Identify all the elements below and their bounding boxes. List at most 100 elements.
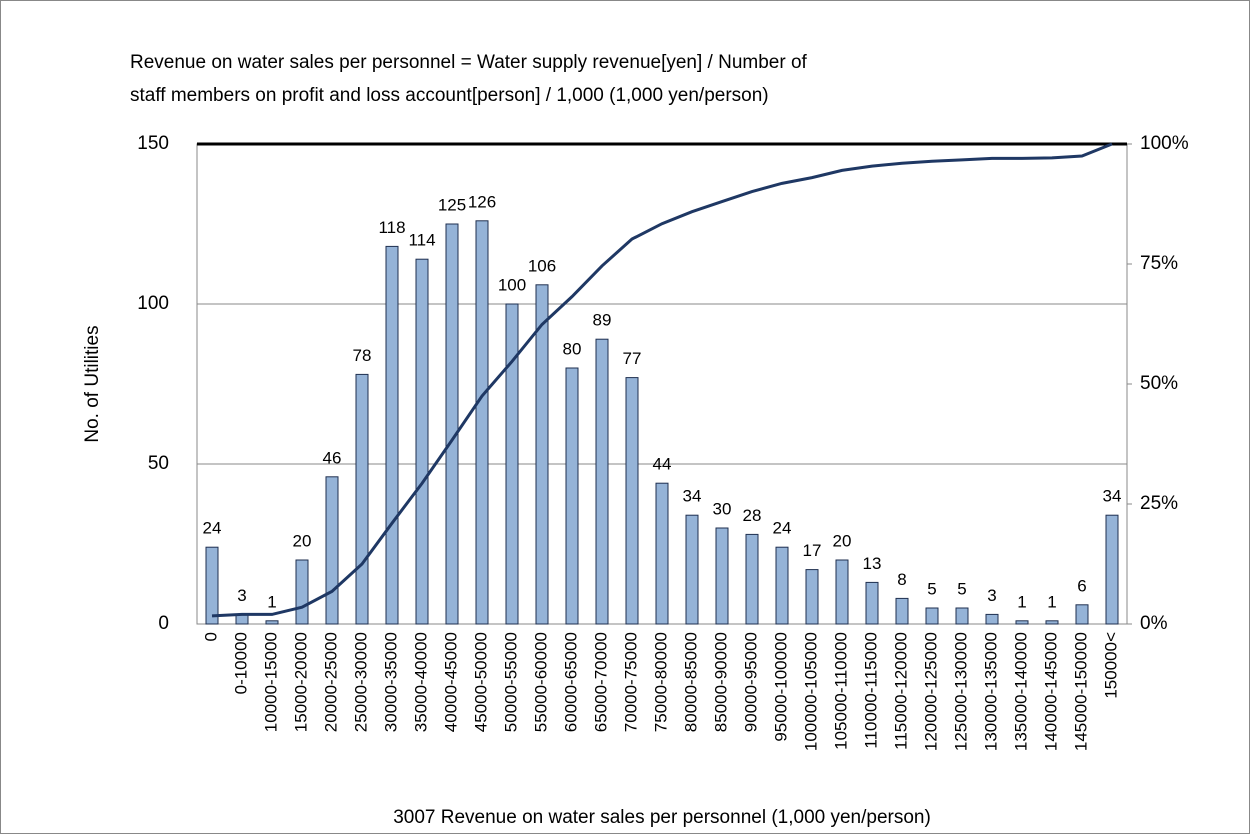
y-tick-label: 0 <box>158 613 169 634</box>
bar <box>295 559 309 625</box>
bar <box>805 569 819 625</box>
x-tick-label: 70000-75000 <box>621 632 640 732</box>
y2-tick-label: 25% <box>1140 493 1178 514</box>
x-tick-label: 60000-65000 <box>561 632 580 732</box>
data-label: 34 <box>683 487 702 506</box>
bar <box>1105 514 1119 625</box>
data-label: 46 <box>323 448 342 467</box>
data-label: 6 <box>1077 576 1086 595</box>
data-label: 13 <box>863 554 882 573</box>
bar <box>685 514 699 625</box>
x-tick-label: 20000-25000 <box>321 632 340 732</box>
bar <box>505 303 519 625</box>
data-label: 106 <box>528 256 556 275</box>
data-label: 125 <box>438 195 466 214</box>
cumulative-line <box>211 142 1113 618</box>
data-label: 5 <box>957 579 966 598</box>
x-tick-label: 0-10000 <box>231 632 250 694</box>
data-label: 1 <box>267 592 276 611</box>
bar <box>535 284 549 625</box>
data-label: 118 <box>378 218 405 237</box>
bar <box>715 527 729 625</box>
bar <box>265 620 279 625</box>
chart-title: staff members on profit and loss account… <box>130 85 769 106</box>
bar <box>445 223 459 625</box>
bar <box>835 559 849 625</box>
x-tick-label: 65000-70000 <box>591 632 610 732</box>
y-tick-label: 100 <box>137 293 169 314</box>
data-label: 126 <box>468 192 496 211</box>
x-tick-label: 55000-60000 <box>531 632 550 732</box>
data-label: 78 <box>353 346 372 365</box>
x-tick-label: 30000-35000 <box>381 632 400 732</box>
x-tick-label: 50000-55000 <box>501 632 520 732</box>
x-tick-label: 120000-125000 <box>921 632 940 751</box>
x-tick-label: 135000-140000 <box>1011 632 1030 751</box>
data-label: 1 <box>1047 592 1056 611</box>
x-tick-label: 85000-90000 <box>711 632 730 732</box>
x-tick-label: 80000-85000 <box>681 632 700 732</box>
data-label: 34 <box>1103 487 1122 506</box>
bar <box>955 607 969 625</box>
data-label: 17 <box>803 541 822 560</box>
y2-tick-label: 100% <box>1140 133 1189 154</box>
bar <box>1045 620 1059 625</box>
y-tick-label: 50 <box>148 453 169 474</box>
y2-tick-label: 50% <box>1140 373 1178 394</box>
data-label: 77 <box>623 349 642 368</box>
bar <box>1015 620 1029 625</box>
chart-title: Revenue on water sales per personnel = W… <box>130 52 808 73</box>
x-tick-label: 145000-150000 <box>1071 632 1090 751</box>
data-label: 80 <box>563 339 582 358</box>
data-label: 30 <box>713 499 732 518</box>
data-label: 44 <box>653 455 672 474</box>
x-tick-label: 150000< <box>1101 632 1120 699</box>
bar <box>625 377 639 625</box>
x-tick-label: 110000-115000 <box>861 632 880 749</box>
x-tick-label: 105000-110000 <box>831 632 850 750</box>
data-label: 20 <box>293 531 312 550</box>
x-tick-label: 90000-95000 <box>741 632 760 732</box>
x-tick-label: 130000-135000 <box>981 632 1000 751</box>
x-axis-label: 3007 Revenue on water sales per personne… <box>393 807 931 828</box>
bar <box>985 613 999 625</box>
data-label: 114 <box>408 231 435 250</box>
x-tick-label: 0 <box>201 632 220 641</box>
data-label: 24 <box>203 519 222 538</box>
x-tick-label: 115000-120000 <box>891 632 910 750</box>
bar <box>355 373 369 625</box>
data-label: 3 <box>987 586 996 605</box>
x-tick-label: 15000-20000 <box>291 632 310 732</box>
x-tick-label: 125000-130000 <box>951 632 970 751</box>
bar <box>925 607 939 625</box>
y2-tick-label: 0% <box>1140 613 1168 634</box>
x-tick-label: 45000-50000 <box>471 632 490 732</box>
data-label: 1 <box>1017 592 1026 611</box>
data-label: 28 <box>743 506 762 525</box>
x-tick-label: 10000-15000 <box>261 632 280 732</box>
x-tick-label: 140000-145000 <box>1041 632 1060 751</box>
bar <box>1075 604 1089 625</box>
bar <box>565 367 579 625</box>
bar <box>385 245 399 625</box>
y-axis-label: No. of Utilities <box>82 325 103 442</box>
y-tick-label: 150 <box>137 133 169 154</box>
data-label: 5 <box>927 579 936 598</box>
bar <box>895 597 909 625</box>
x-tick-label: 95000-100000 <box>771 632 790 742</box>
bar <box>745 533 759 625</box>
data-label: 3 <box>237 586 246 605</box>
bar <box>325 476 339 625</box>
x-tick-label: 25000-30000 <box>351 632 370 732</box>
bar <box>865 581 879 625</box>
y2-tick-label: 75% <box>1140 253 1178 274</box>
bar <box>415 258 429 625</box>
data-label: 8 <box>897 570 906 589</box>
x-tick-label: 40000-45000 <box>441 632 460 732</box>
data-label: 24 <box>773 519 792 538</box>
bar <box>655 482 669 625</box>
bar <box>205 546 219 625</box>
